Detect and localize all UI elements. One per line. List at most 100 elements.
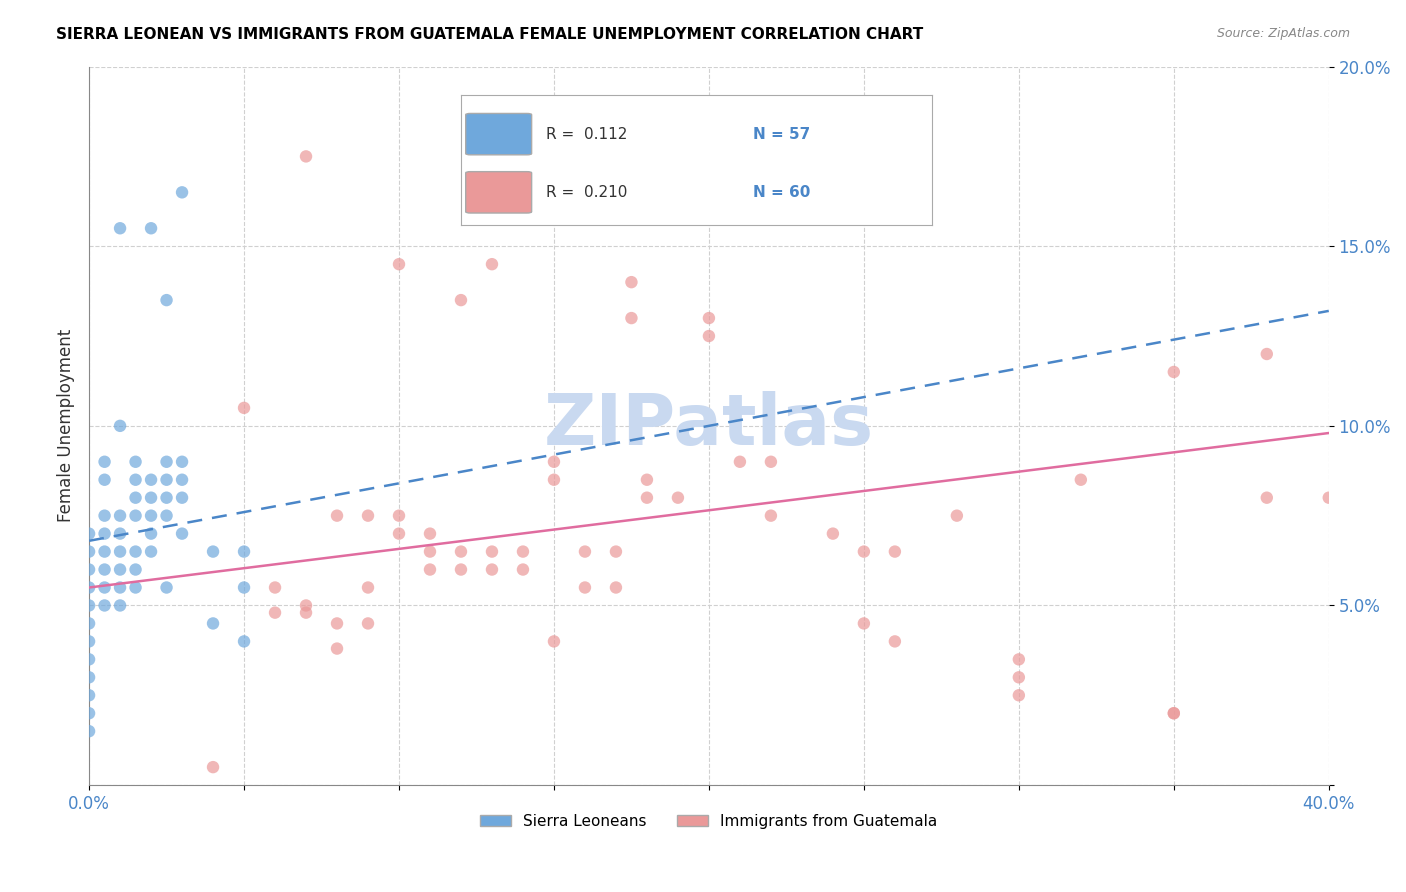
Point (77, 526, 100, 541)
Point (124, 544, 146, 558)
Point (93, 508, 115, 523)
Point (295, 606, 318, 620)
Text: Source: ZipAtlas.com: Source: ZipAtlas.com (1216, 27, 1350, 40)
Point (108, 418, 131, 433)
Text: ZIPatlas: ZIPatlas (544, 392, 875, 460)
Point (697, 311, 720, 326)
Point (450, 293, 472, 307)
Point (264, 581, 287, 595)
Point (759, 508, 782, 523)
Point (295, 149, 318, 163)
Point (883, 634, 905, 648)
Point (233, 544, 256, 558)
Point (93, 563, 115, 577)
Point (139, 491, 162, 505)
Point (1008, 652, 1031, 666)
Point (170, 186, 193, 200)
Point (139, 221, 162, 235)
Point (108, 599, 131, 613)
Point (620, 311, 643, 326)
Point (77, 688, 100, 702)
Point (512, 563, 534, 577)
Point (93, 473, 115, 487)
Point (574, 581, 596, 595)
Point (728, 455, 751, 469)
Point (357, 616, 380, 631)
Point (139, 526, 162, 541)
Point (93, 526, 115, 541)
Point (77, 544, 100, 558)
Point (124, 455, 146, 469)
Point (852, 616, 875, 631)
Point (233, 634, 256, 648)
Point (605, 544, 627, 558)
Point (388, 257, 411, 271)
Point (202, 616, 225, 631)
Point (1317, 491, 1340, 505)
Point (666, 491, 689, 505)
Point (77, 634, 100, 648)
Point (108, 563, 131, 577)
Point (620, 275, 643, 289)
Legend: Sierra Leoneans, Immigrants from Guatemala: Sierra Leoneans, Immigrants from Guatema… (474, 808, 943, 835)
Point (419, 544, 441, 558)
Point (264, 606, 287, 620)
Point (170, 473, 193, 487)
Point (108, 508, 131, 523)
Point (543, 455, 565, 469)
Point (326, 641, 349, 656)
Point (605, 581, 627, 595)
Point (450, 563, 472, 577)
Point (108, 526, 131, 541)
Point (139, 508, 162, 523)
Point (170, 455, 193, 469)
Point (155, 491, 177, 505)
Point (481, 257, 503, 271)
Point (155, 508, 177, 523)
Point (697, 329, 720, 343)
Point (883, 544, 905, 558)
Point (326, 508, 349, 523)
Point (139, 544, 162, 558)
Point (852, 544, 875, 558)
Point (233, 581, 256, 595)
Point (636, 473, 658, 487)
Point (419, 563, 441, 577)
Point (77, 616, 100, 631)
Point (93, 581, 115, 595)
Point (1256, 347, 1278, 361)
Point (326, 616, 349, 631)
Point (77, 581, 100, 595)
Point (543, 473, 565, 487)
Point (388, 526, 411, 541)
Point (233, 401, 256, 415)
Point (357, 508, 380, 523)
Point (93, 455, 115, 469)
Point (1163, 365, 1185, 379)
Point (108, 221, 131, 235)
Point (1163, 706, 1185, 721)
Point (759, 455, 782, 469)
Text: SIERRA LEONEAN VS IMMIGRANTS FROM GUATEMALA FEMALE UNEMPLOYMENT CORRELATION CHAR: SIERRA LEONEAN VS IMMIGRANTS FROM GUATEM… (56, 27, 924, 42)
Point (170, 526, 193, 541)
Point (124, 581, 146, 595)
Point (357, 581, 380, 595)
Point (481, 563, 503, 577)
Point (1256, 491, 1278, 505)
Point (481, 544, 503, 558)
Point (450, 544, 472, 558)
Y-axis label: Female Unemployment: Female Unemployment (58, 329, 75, 523)
Point (512, 544, 534, 558)
Point (202, 544, 225, 558)
Point (1070, 473, 1092, 487)
Point (419, 526, 441, 541)
Point (202, 760, 225, 774)
Point (1008, 670, 1031, 684)
Point (77, 724, 100, 739)
Point (821, 526, 844, 541)
Point (93, 544, 115, 558)
Point (108, 544, 131, 558)
Point (77, 670, 100, 684)
Point (155, 581, 177, 595)
Point (77, 706, 100, 721)
